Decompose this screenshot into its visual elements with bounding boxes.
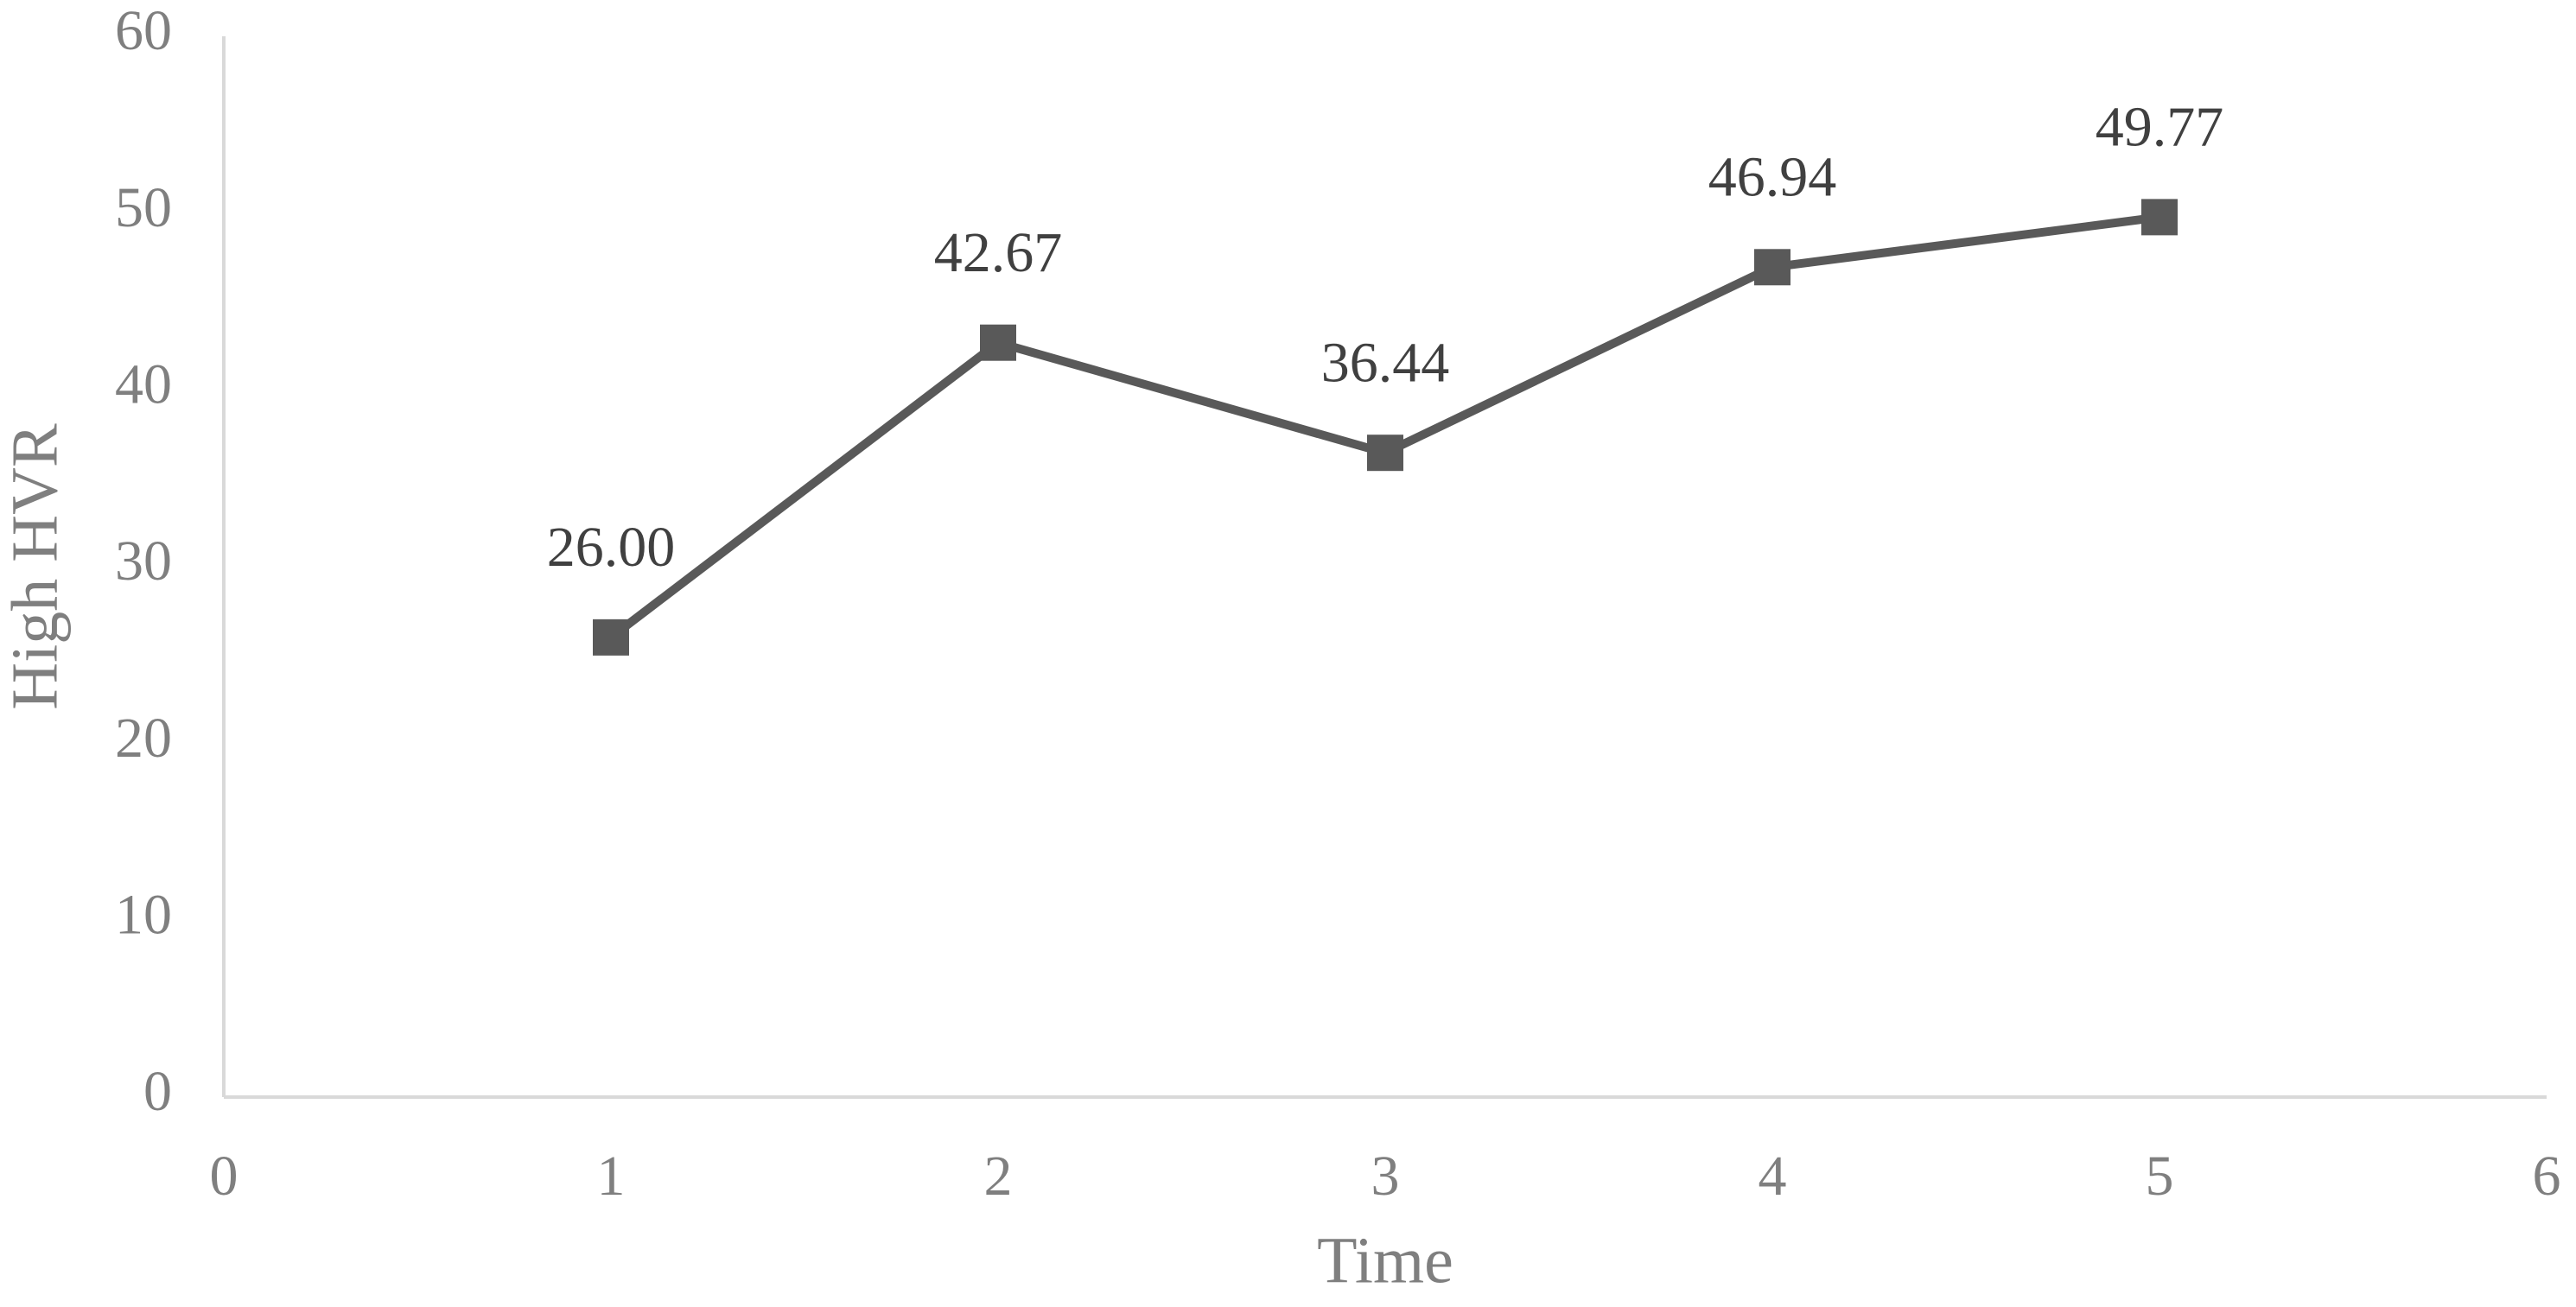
- value-label: 42.67: [934, 221, 1063, 284]
- x-tick-label: 3: [1371, 1145, 1400, 1208]
- x-tick-label: 6: [2533, 1145, 2561, 1208]
- data-marker: [980, 324, 1016, 361]
- x-axis-title: Time: [1317, 1224, 1453, 1297]
- data-marker: [1754, 249, 1790, 286]
- x-tick-label: 0: [210, 1145, 239, 1208]
- y-tick-label: 40: [115, 352, 172, 416]
- y-tick-label: 60: [115, 0, 172, 62]
- x-tick-label: 1: [597, 1145, 626, 1208]
- y-tick-label: 50: [115, 176, 172, 239]
- y-tick-label: 10: [115, 883, 172, 946]
- value-label: 49.77: [2096, 96, 2224, 159]
- value-label: 46.94: [1708, 145, 1837, 208]
- data-marker: [2141, 199, 2178, 236]
- value-label: 26.00: [547, 516, 676, 579]
- x-tick-label: 4: [1759, 1145, 1787, 1208]
- x-tick-label: 2: [984, 1145, 1013, 1208]
- data-marker: [1367, 435, 1403, 472]
- y-tick-label: 30: [115, 530, 172, 593]
- value-label: 36.44: [1321, 331, 1450, 394]
- x-tick-label: 5: [2146, 1145, 2174, 1208]
- data-line: [607, 213, 2160, 641]
- y-tick-label: 0: [143, 1060, 172, 1123]
- y-axis-title: High HVR: [0, 423, 71, 710]
- data-marker: [593, 619, 629, 656]
- y-tick-label: 20: [115, 707, 172, 770]
